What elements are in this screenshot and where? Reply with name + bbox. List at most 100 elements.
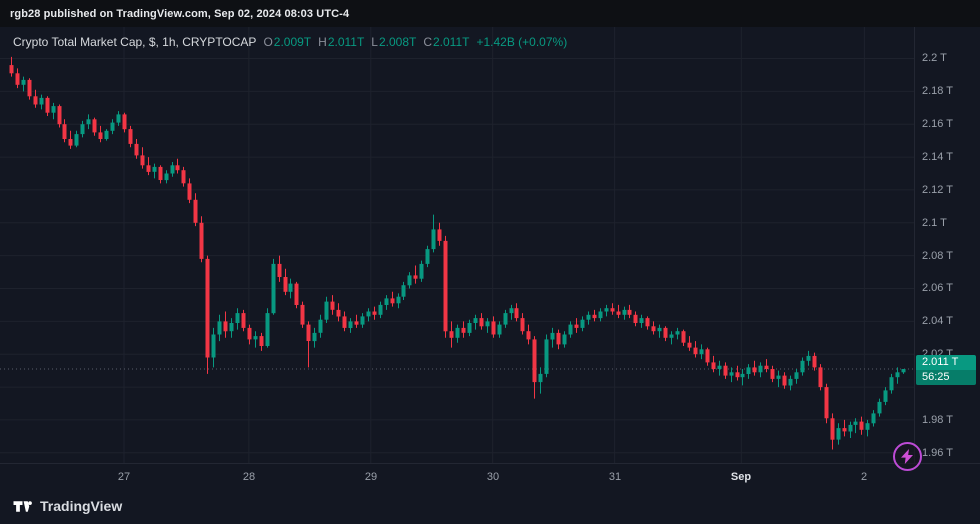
candle <box>705 347 710 366</box>
candle <box>723 362 728 379</box>
candle <box>51 102 56 120</box>
price-axis-label: 2.04 T <box>922 315 953 327</box>
candle <box>294 281 299 309</box>
candle <box>473 314 478 330</box>
candle <box>229 318 234 338</box>
ohlc-close-value: 2.011T <box>433 35 470 49</box>
candle <box>324 296 329 323</box>
candle <box>788 375 793 391</box>
candle <box>378 301 383 319</box>
time-axis-label: 27 <box>117 471 131 483</box>
ohlc-low-value: 2.008T <box>378 35 417 49</box>
candle <box>842 419 847 437</box>
chart-area: Crypto Total Market Cap, $, 1h, CRYPTOCA… <box>0 27 980 524</box>
candle <box>853 418 858 434</box>
candle <box>675 327 680 340</box>
candle <box>33 89 38 108</box>
candle <box>901 369 906 374</box>
time-axis-label: 31 <box>608 471 622 483</box>
candle <box>354 314 359 328</box>
candle <box>122 112 127 133</box>
candle <box>681 329 686 346</box>
candle <box>217 314 222 342</box>
time-axis[interactable]: 27 28 29 30 31 Sep 2 <box>0 463 980 492</box>
candle <box>265 308 270 348</box>
candle <box>865 419 870 437</box>
candle <box>92 117 97 136</box>
chart-legend: Crypto Total Market Cap, $, 1h, CRYPTOCA… <box>13 35 567 49</box>
ohlc-high-label: H <box>318 35 327 49</box>
candle <box>443 235 448 338</box>
candle <box>669 331 674 345</box>
candle <box>717 360 722 376</box>
candlestick-chart[interactable] <box>0 27 914 463</box>
candle <box>45 96 50 116</box>
candle <box>455 324 460 343</box>
candle <box>384 295 389 310</box>
boost-button[interactable] <box>893 442 922 471</box>
ohlc-close-label: C <box>423 35 432 49</box>
candle <box>711 355 716 373</box>
candle <box>342 311 347 332</box>
candle <box>610 303 615 315</box>
candle <box>425 245 430 268</box>
price-axis-label: 2.08 T <box>922 250 953 262</box>
candle <box>532 336 537 399</box>
publish-banner-text: rgb28 published on TradingView.com, Sep … <box>10 7 350 20</box>
candle <box>283 268 288 296</box>
time-axis-label: 28 <box>242 471 256 483</box>
candle <box>806 350 811 366</box>
candle <box>485 318 490 333</box>
tradingview-footer[interactable]: TradingView <box>12 491 122 521</box>
candle <box>39 94 44 110</box>
publish-banner: rgb28 published on TradingView.com, Sep … <box>0 0 980 27</box>
candle <box>616 304 621 319</box>
candle <box>782 372 787 389</box>
candle <box>526 324 531 345</box>
candle <box>657 324 662 338</box>
lightning-icon <box>901 449 914 464</box>
candle <box>199 216 204 263</box>
candle <box>164 170 169 184</box>
candle <box>396 293 401 309</box>
candle <box>437 222 442 246</box>
candle <box>318 314 323 338</box>
ohlc-high-value: 2.011T <box>327 35 365 49</box>
candle <box>223 311 228 338</box>
candle <box>651 321 656 335</box>
candle <box>413 265 418 284</box>
change-value: +1.42B (+0.07%) <box>476 35 568 49</box>
bar-countdown: 56:25 <box>916 370 976 385</box>
candle <box>467 319 472 337</box>
candle <box>824 383 829 424</box>
candle <box>431 214 436 253</box>
candle <box>407 272 412 289</box>
price-axis-label: 2.14 T <box>922 151 953 163</box>
candle <box>627 304 632 319</box>
candle <box>419 260 424 282</box>
candle <box>871 410 876 427</box>
candle <box>461 321 466 338</box>
candle <box>27 78 32 100</box>
candle <box>401 281 406 300</box>
candle <box>622 306 627 320</box>
candle <box>520 313 525 335</box>
candle <box>68 130 73 149</box>
candle <box>175 158 180 174</box>
candle <box>776 370 781 388</box>
candle <box>746 364 751 379</box>
tradingview-logo-icon <box>12 496 33 517</box>
candle <box>134 139 139 159</box>
price-axis[interactable]: 2.2 T 2.18 T 2.16 T 2.14 T 2.12 T 2.1 T 2.08 T… <box>914 27 980 463</box>
candle <box>211 327 216 368</box>
candle <box>146 157 151 176</box>
candle <box>15 68 20 89</box>
candle <box>306 321 311 368</box>
candle <box>764 359 769 373</box>
candle <box>818 364 823 391</box>
candle <box>544 334 549 378</box>
candle <box>538 367 543 394</box>
candle <box>848 421 853 438</box>
candle <box>330 295 335 315</box>
candle <box>503 309 508 328</box>
